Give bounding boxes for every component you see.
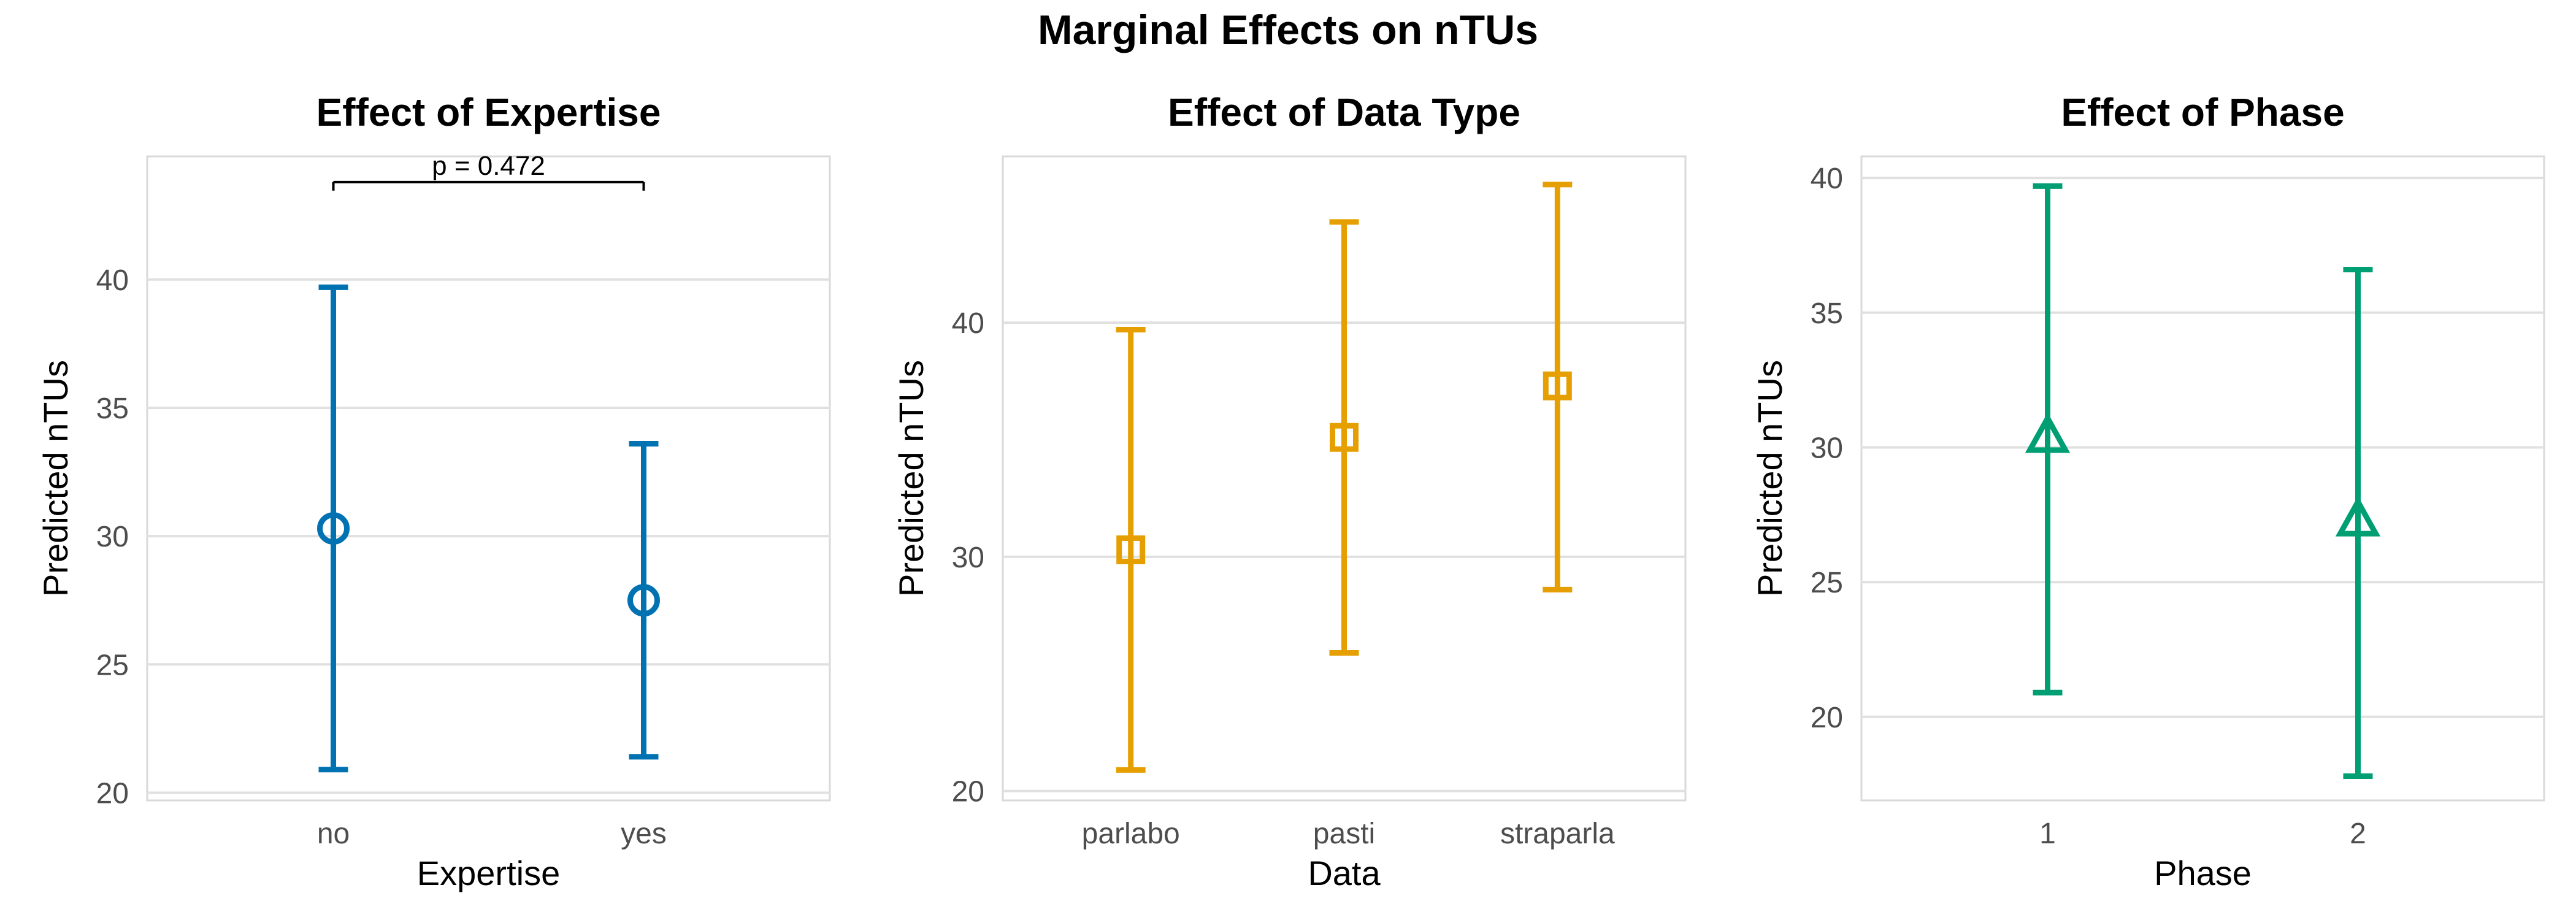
x-tick-label: yes <box>621 818 667 850</box>
y-tick-labels: 20 25 30 35 40 <box>1811 163 1843 734</box>
y-tick-label: 35 <box>1811 297 1843 330</box>
y-tick-label: 20 <box>1811 702 1843 734</box>
y-tick-label: 25 <box>96 649 129 681</box>
panel-title: Effect of Data Type <box>1168 90 1520 134</box>
x-axis-label: Phase <box>2154 854 2252 892</box>
estimate-point-0 <box>2025 412 2071 453</box>
gridlines <box>1861 177 2544 718</box>
x-tick-label: parlabo <box>1082 818 1180 850</box>
y-tick-label: 40 <box>952 307 984 340</box>
y-tick-label: 35 <box>96 393 129 425</box>
x-tick-labels: parlabo pasti straparla <box>1082 818 1615 850</box>
y-tick-label: 30 <box>952 542 984 574</box>
error-bar-pasti <box>1329 219 1359 656</box>
estimate-point-0 <box>317 512 350 545</box>
x-tick-label: pasti <box>1313 818 1375 850</box>
error-bars <box>1116 182 1573 773</box>
estimate-point-1 <box>1330 423 1359 452</box>
y-tick-label: 40 <box>96 264 129 297</box>
y-tick-label: 20 <box>952 776 984 808</box>
y-tick-labels: 20 30 40 <box>952 307 984 808</box>
error-bars <box>317 284 660 773</box>
panel-title: Effect of Expertise <box>316 90 661 134</box>
figure-title: Marginal Effects on nTUs <box>1038 7 1538 53</box>
estimate-point-1 <box>627 584 660 617</box>
data-type-panel: 20 30 40 parlabo pasti straparla Effect of D… <box>892 90 1687 892</box>
x-tick-label: 1 <box>2039 818 2056 850</box>
p-value-label: p = 0.472 <box>432 151 545 181</box>
estimate-point-0 <box>1116 535 1146 564</box>
panel-title: Effect of Phase <box>2061 90 2344 134</box>
y-tick-labels: 20 25 30 35 40 <box>96 264 129 810</box>
error-bars <box>2025 183 2381 779</box>
expertise-panel: 20 25 30 35 40 no yes p = 0.472 Effect of Exp… <box>36 90 831 892</box>
y-tick-label: 25 <box>1811 567 1843 599</box>
estimate-point-1 <box>2335 496 2381 537</box>
error-bar-no <box>317 284 350 773</box>
x-tick-label: 2 <box>2350 818 2366 850</box>
plot-area <box>1002 155 1687 802</box>
y-tick-label: 30 <box>96 521 129 553</box>
x-axis-label: Data <box>1308 854 1381 892</box>
estimate-point-2 <box>1543 371 1572 401</box>
error-bar-yes <box>627 441 660 760</box>
y-axis-label: Predicted nTUs <box>36 360 75 597</box>
error-bar-straparla <box>1543 182 1573 592</box>
plot-area <box>1860 155 2545 802</box>
y-tick-label: 20 <box>96 777 129 810</box>
y-axis-label: Predicted nTUs <box>1750 360 1789 597</box>
x-tick-label: straparla <box>1500 818 1615 850</box>
plot-area <box>146 155 831 802</box>
error-bar-2 <box>2335 267 2381 779</box>
x-tick-label: no <box>317 818 350 850</box>
gridlines <box>147 278 830 794</box>
significance-bracket: p = 0.472 <box>332 151 645 191</box>
y-tick-label: 40 <box>1811 163 1843 195</box>
y-tick-label: 30 <box>1811 432 1843 464</box>
y-axis-label: Predicted nTUs <box>892 360 930 597</box>
x-tick-labels: no yes <box>317 818 667 850</box>
error-bar-parlabo <box>1116 327 1146 773</box>
error-bar-1 <box>2025 183 2071 696</box>
x-axis-label: Expertise <box>417 854 560 892</box>
